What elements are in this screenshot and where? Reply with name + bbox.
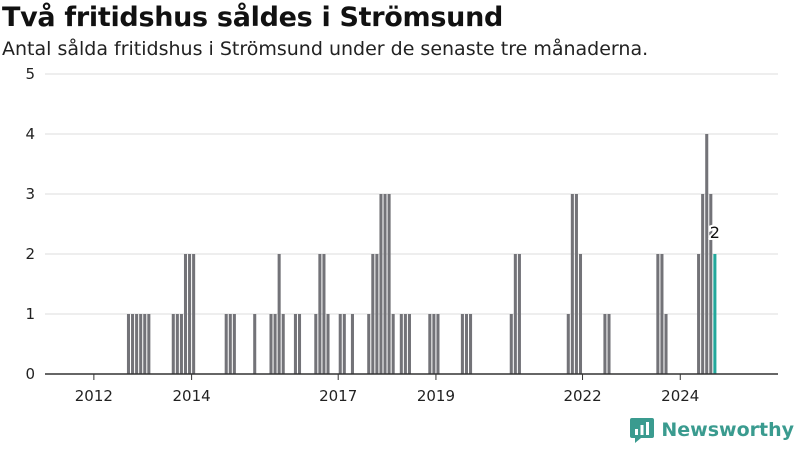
y-tick-label: 1 — [25, 305, 35, 323]
newsworthy-logo-icon — [630, 418, 655, 443]
bar — [326, 314, 330, 374]
bar — [171, 314, 175, 374]
x-tick-label: 2017 — [319, 387, 357, 405]
bar — [277, 254, 281, 374]
bar — [391, 314, 395, 374]
bars — [126, 134, 717, 374]
bar — [139, 314, 143, 374]
bar — [175, 314, 179, 374]
bar — [232, 314, 236, 374]
chart-title: Två fritidshus såldes i Strömsund — [2, 2, 504, 33]
bar — [318, 254, 322, 374]
x-tick-label: 2012 — [75, 387, 113, 405]
bar — [697, 254, 701, 374]
bar — [224, 314, 228, 374]
bar — [179, 314, 183, 374]
bar — [281, 314, 285, 374]
bar — [297, 314, 302, 374]
x-tick-label: 2014 — [173, 387, 211, 405]
bar — [350, 314, 354, 374]
bar — [464, 314, 469, 374]
bar — [469, 314, 473, 374]
y-tick-label: 4 — [25, 125, 35, 143]
bar — [578, 254, 583, 374]
y-tick-label: 2 — [25, 245, 35, 263]
bar — [664, 314, 668, 374]
bar — [253, 314, 257, 374]
bar — [192, 254, 196, 374]
highlight-bar — [713, 254, 717, 374]
bar — [383, 194, 387, 374]
bar — [269, 314, 273, 374]
x-axis-ticks: 2012 2014 2017 2019 2022 2024 — [75, 374, 699, 405]
bar — [656, 254, 660, 374]
bar — [135, 314, 139, 374]
chart-subtitle: Antal sålda fritidshus i Strömsund under… — [2, 38, 649, 60]
x-tick-label: 2024 — [661, 387, 699, 405]
bar — [342, 314, 346, 374]
bar — [701, 194, 705, 374]
bar — [513, 254, 517, 374]
bar — [367, 314, 371, 374]
y-axis-ticks: 0 1 2 3 4 5 — [25, 65, 35, 383]
bar — [228, 314, 232, 374]
bar — [403, 314, 407, 374]
bar — [131, 314, 135, 374]
bar — [293, 314, 297, 374]
bar — [322, 254, 326, 374]
data-labels: 2 — [708, 221, 722, 244]
grid-lines — [45, 73, 778, 315]
bar — [183, 254, 188, 374]
bar — [371, 254, 375, 374]
bar — [436, 314, 440, 374]
bar — [574, 194, 578, 374]
bar — [147, 314, 151, 374]
bar — [375, 254, 379, 374]
bar — [709, 194, 713, 374]
bar — [570, 194, 574, 374]
bar — [566, 314, 570, 374]
bar — [126, 314, 131, 374]
bar — [517, 254, 521, 374]
bar — [705, 134, 709, 374]
bar — [338, 314, 342, 374]
x-tick-label: 2019 — [417, 387, 455, 405]
highlight-bar-label: 2 — [710, 223, 720, 242]
bar — [399, 314, 403, 374]
brand-name: Newsworthy — [661, 419, 794, 441]
bar — [188, 254, 192, 374]
bar — [509, 314, 513, 374]
bar — [432, 314, 436, 374]
y-tick-label: 0 — [25, 365, 35, 383]
bar — [660, 254, 664, 374]
bar — [460, 314, 464, 374]
bar — [607, 314, 611, 374]
bar — [387, 194, 391, 374]
bar — [379, 194, 383, 374]
bar — [428, 314, 432, 374]
x-tick-label: 2022 — [563, 387, 601, 405]
bar — [407, 314, 411, 374]
bar — [314, 314, 318, 374]
y-tick-label: 3 — [25, 185, 35, 203]
bar — [603, 314, 607, 374]
y-tick-label: 5 — [25, 65, 35, 83]
brand-logo: Newsworthy — [629, 416, 794, 444]
bar — [143, 314, 147, 374]
bar — [273, 314, 277, 374]
